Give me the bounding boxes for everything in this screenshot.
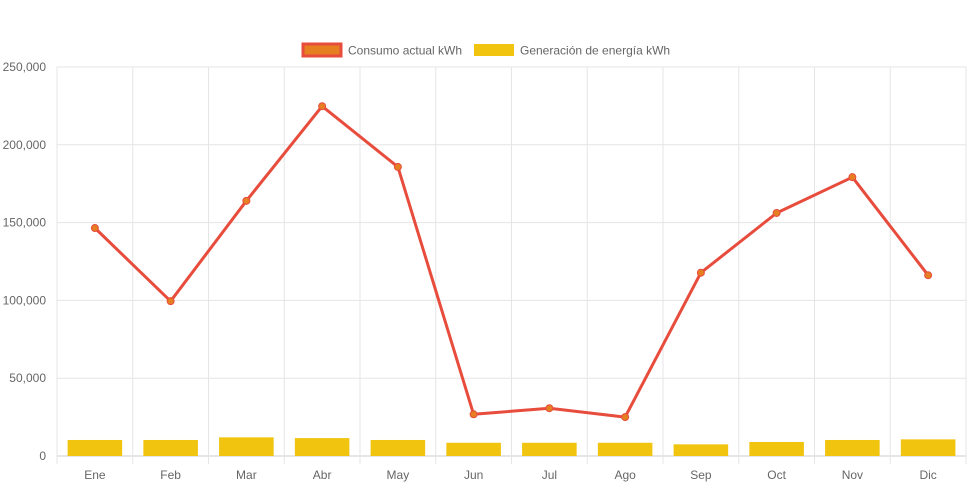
- legend-item-consumo[interactable]: Consumo actual kWh: [301, 42, 462, 58]
- x-tick-label: Nov: [842, 468, 863, 482]
- point-consumo[interactable]: [90, 224, 99, 233]
- bar-generacion[interactable]: [673, 444, 729, 456]
- point-consumo[interactable]: [469, 410, 478, 419]
- y-tick-label: 50,000: [9, 371, 46, 385]
- line-series: [90, 102, 933, 422]
- bars-series: [67, 437, 956, 456]
- y-tick-label: 150,000: [3, 216, 47, 230]
- legend-swatch-consumo: [301, 42, 343, 58]
- y-tick-label: 250,000: [3, 60, 47, 74]
- point-consumo[interactable]: [545, 404, 554, 413]
- x-tick-label: Mar: [236, 468, 257, 482]
- legend-label-generacion: Generación de energía kWh: [520, 44, 670, 58]
- line-consumo: [93, 104, 930, 419]
- x-tick-label: Ene: [84, 468, 106, 482]
- bar-generacion[interactable]: [219, 437, 274, 456]
- point-consumo[interactable]: [848, 173, 857, 182]
- y-tick-label: 0: [39, 449, 46, 463]
- x-tick-label: Sep: [690, 468, 712, 482]
- axis-labels: 0 50,000 100,000 150,000 200,000 250,000 Ene Fe…: [3, 60, 937, 482]
- point-consumo[interactable]: [242, 196, 251, 205]
- point-consumo[interactable]: [393, 162, 402, 171]
- x-tick-label: May: [387, 468, 410, 482]
- bar-generacion[interactable]: [370, 439, 426, 456]
- point-consumo[interactable]: [318, 102, 327, 111]
- bar-generacion[interactable]: [294, 438, 350, 456]
- y-tick-label: 200,000: [3, 138, 47, 152]
- bar-generacion[interactable]: [597, 442, 653, 456]
- bar-generacion[interactable]: [143, 439, 198, 456]
- bar-generacion[interactable]: [825, 439, 880, 456]
- y-tick-label: 100,000: [3, 293, 47, 307]
- point-consumo[interactable]: [772, 208, 781, 217]
- x-tick-label: Abr: [313, 468, 332, 482]
- x-tick-label: Oct: [767, 468, 786, 482]
- x-tick-label: Jun: [464, 468, 483, 482]
- legend-item-generacion[interactable]: Generación de energía kWh: [474, 44, 670, 58]
- point-consumo[interactable]: [621, 413, 630, 422]
- legend-label-consumo: Consumo actual kWh: [348, 44, 462, 58]
- x-tick-label: Dic: [919, 468, 936, 482]
- legend[interactable]: Consumo actual kWh Generación de energía…: [301, 42, 670, 58]
- x-tick-label: Ago: [614, 468, 636, 482]
- bar-generacion[interactable]: [67, 439, 123, 456]
- bar-generacion[interactable]: [749, 441, 804, 456]
- point-consumo[interactable]: [696, 268, 705, 277]
- x-tick-label: Jul: [542, 468, 557, 482]
- x-tick-label: Feb: [160, 468, 181, 482]
- bar-generacion[interactable]: [900, 439, 956, 456]
- point-consumo[interactable]: [924, 271, 933, 280]
- grid-lines: [56, 66, 967, 464]
- bar-generacion[interactable]: [522, 442, 577, 456]
- legend-swatch-generacion: [474, 44, 514, 56]
- point-consumo[interactable]: [166, 297, 175, 306]
- bar-generacion[interactable]: [446, 442, 501, 456]
